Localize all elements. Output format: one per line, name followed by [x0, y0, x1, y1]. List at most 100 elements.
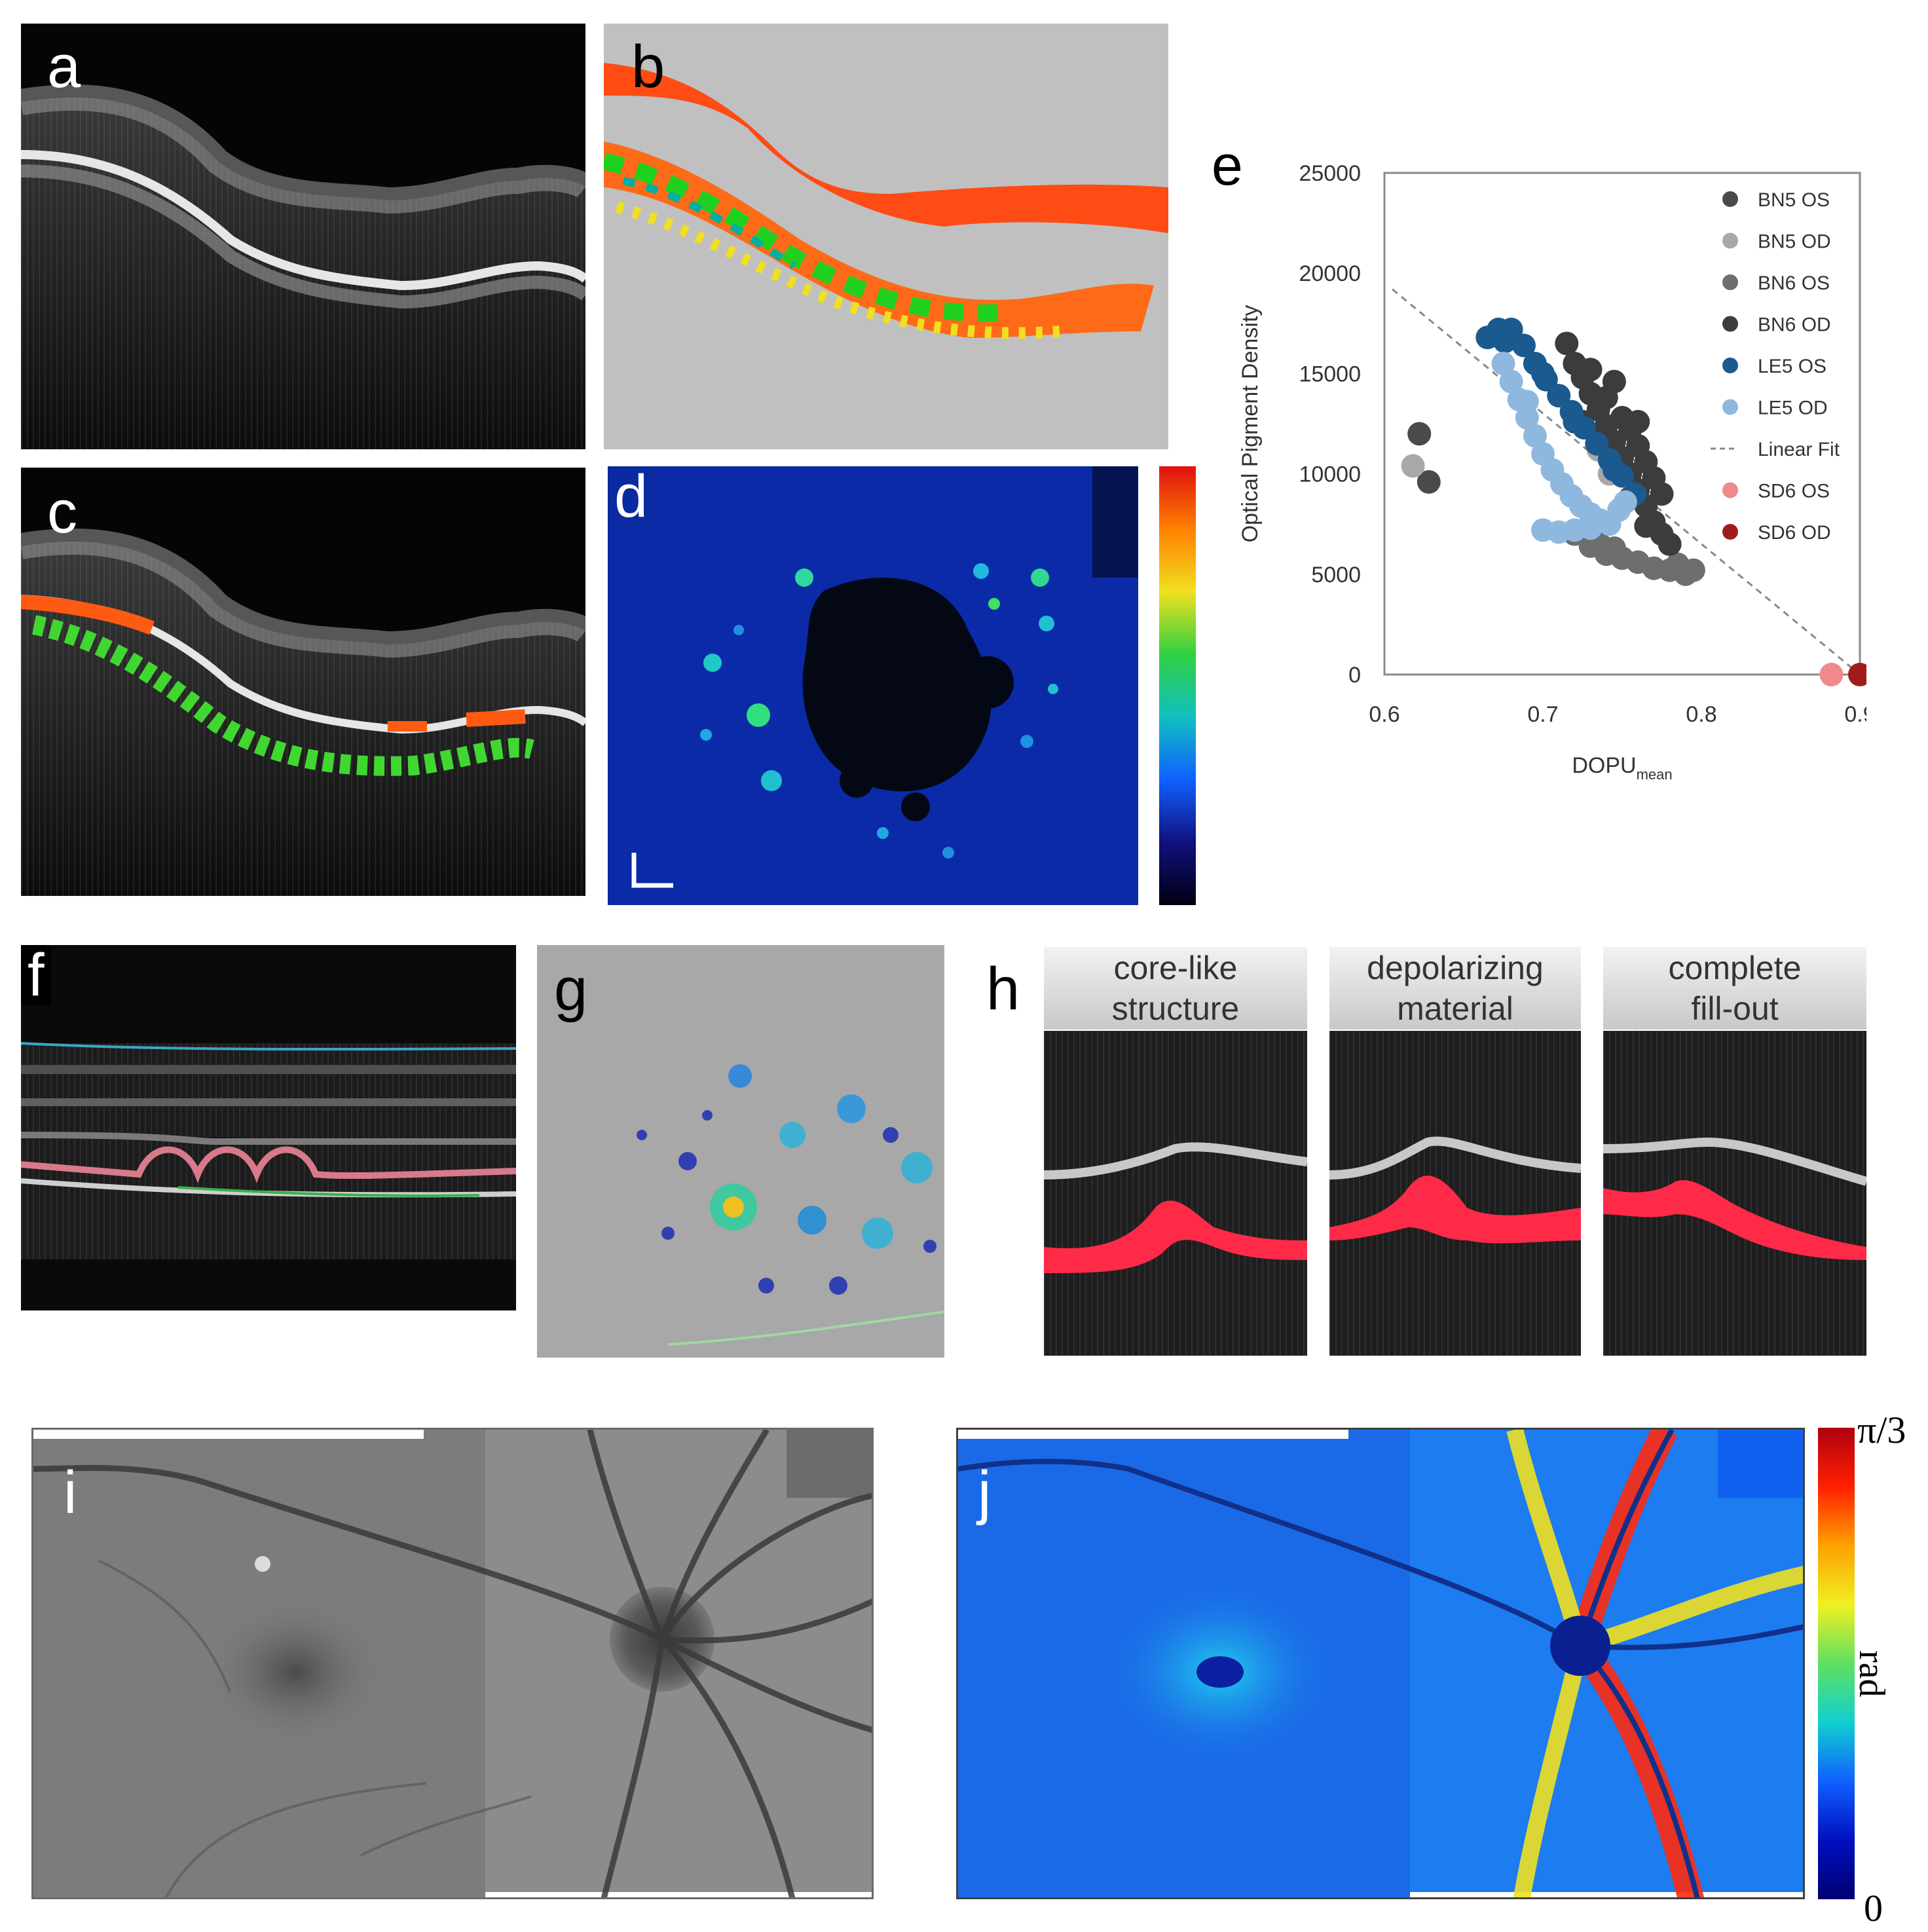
legend-label: BN6 OS [1758, 272, 1830, 294]
panel-c-oct-segmentation-overlay: c [21, 468, 585, 896]
panel-label-e: e [1212, 134, 1243, 197]
data-point [1578, 516, 1603, 540]
colorbar-min-label: 0 [1864, 1887, 1883, 1929]
data-point [1848, 663, 1866, 686]
legend-marker [1722, 358, 1738, 373]
dopu-bscan-graphic [604, 63, 1168, 339]
data-point [1531, 362, 1555, 386]
data-point [1819, 663, 1844, 686]
data-point [1602, 458, 1626, 482]
panel-h-image-2 [1329, 1031, 1581, 1356]
data-point [1523, 424, 1547, 448]
panel-j-retardation-map: j [956, 1428, 1805, 1899]
panel-h-image-3 [1603, 1031, 1866, 1356]
enface-map-graphic [631, 466, 1138, 888]
panel-e-scatter-chart: 0 5000 10000 15000 20000 25000 0.6 0.7 0.8 0.9 Opt… [1212, 131, 1866, 786]
panel-a-oct-intensity-image: a [21, 24, 585, 449]
legend-label: SD6 OD [1758, 522, 1831, 544]
scatter-chart-svg: 0 5000 10000 15000 20000 25000 0.6 0.7 0.8 0.9 Opt… [1238, 161, 1866, 783]
legend-label: SD6 OS [1758, 481, 1830, 502]
y-tick-label: 15000 [1299, 362, 1361, 386]
data-point [1650, 482, 1674, 506]
data-point [1563, 409, 1587, 434]
data-point [1555, 331, 1579, 356]
data-point [1658, 532, 1682, 556]
data-point [1491, 352, 1515, 376]
panel-label-a: a [47, 33, 81, 100]
data-point [1634, 514, 1658, 538]
data-point [1547, 384, 1571, 408]
legend-label: BN5 OS [1758, 189, 1830, 211]
data-point [1499, 369, 1523, 394]
y-tick-label: 25000 [1299, 161, 1361, 186]
depolarizing-graphic [1329, 1031, 1581, 1356]
panel-h-caption-3: complete fill-out [1603, 947, 1866, 1030]
panel-j-colorbar [1818, 1428, 1855, 1899]
layers-bscan-graphic [21, 1042, 516, 1259]
data-point [1417, 470, 1441, 494]
x-axis-label: DOPUmean [1572, 753, 1672, 783]
panel-i-fundus-image: i [31, 1428, 874, 1899]
data-point [1407, 422, 1432, 446]
y-tick-label: 20000 [1299, 261, 1361, 286]
legend-label: BN5 OD [1758, 231, 1831, 253]
panel-label-g: g [554, 956, 588, 1023]
data-point [1665, 552, 1690, 576]
data-point [1401, 454, 1425, 478]
caption-fill-out-line1: complete [1668, 950, 1802, 986]
data-point [1511, 333, 1536, 358]
panel-label-h: h [986, 956, 1020, 1022]
data-point [1626, 409, 1650, 434]
panel-label-i: i [64, 1459, 77, 1526]
caption-depolarizing-line1: depolarizing [1367, 950, 1544, 986]
data-point [1585, 432, 1609, 456]
panel-label-f: f [21, 945, 51, 1005]
retardation-map-graphic [958, 1430, 1803, 1897]
panel-label-d: d [608, 466, 655, 527]
enface-blob-graphic [637, 1064, 944, 1346]
y-tick-label: 5000 [1311, 563, 1361, 587]
legend-marker [1722, 524, 1738, 540]
colorbar-unit-label: rad [1851, 1650, 1892, 1698]
legend-marker [1722, 191, 1738, 207]
panel-d-enface-map: d [608, 466, 1138, 905]
colorbar-max-label: π/3 [1857, 1409, 1906, 1451]
legend-marker [1722, 274, 1738, 290]
caption-core-like-line1: core-like [1113, 950, 1238, 986]
core-like-graphic [1044, 1031, 1307, 1356]
data-point [1602, 536, 1626, 560]
legend-label: LE5 OS [1758, 356, 1826, 377]
panel-h-caption-1: core-like structure [1044, 947, 1307, 1030]
caption-fill-out-line2: fill-out [1691, 990, 1779, 1027]
data-point [1602, 369, 1626, 394]
panel-f-oct-layers: f [21, 945, 516, 1310]
panel-label-b: b [631, 33, 665, 100]
legend-label: BN6 OD [1758, 314, 1831, 336]
x-tick-label: 0.7 [1527, 702, 1558, 727]
legend-marker [1722, 232, 1738, 249]
legend-marker [1722, 482, 1738, 498]
x-tick-label: 0.6 [1369, 702, 1400, 727]
legend-label: LE5 OD [1758, 398, 1828, 419]
y-axis-label: Optical Pigment Density [1238, 305, 1263, 543]
fundus-graphic [33, 1430, 872, 1897]
y-tick-label: 0 [1348, 663, 1361, 688]
legend-marker [1722, 399, 1738, 415]
panel-label-c: c [47, 479, 77, 546]
caption-core-like-line2: structure [1111, 990, 1240, 1027]
panel-h-caption-2: depolarizing material [1329, 947, 1581, 1030]
legend-label: Linear Fit [1758, 439, 1840, 460]
legend-marker [1722, 316, 1738, 332]
x-tick-label: 0.9 [1844, 702, 1866, 727]
x-tick-label: 0.8 [1686, 702, 1716, 727]
data-point [1613, 490, 1637, 514]
panel-label-j: j [978, 1459, 992, 1526]
y-tick-label: 10000 [1299, 462, 1361, 487]
oct-bscan-graphic [21, 84, 585, 449]
caption-depolarizing-line2: material [1397, 990, 1513, 1027]
data-point [1515, 390, 1539, 414]
data-point [1492, 329, 1517, 354]
data-point [1578, 358, 1603, 382]
panel-h-image-1 [1044, 1031, 1307, 1356]
panel-g-enface-map: g [537, 945, 944, 1358]
